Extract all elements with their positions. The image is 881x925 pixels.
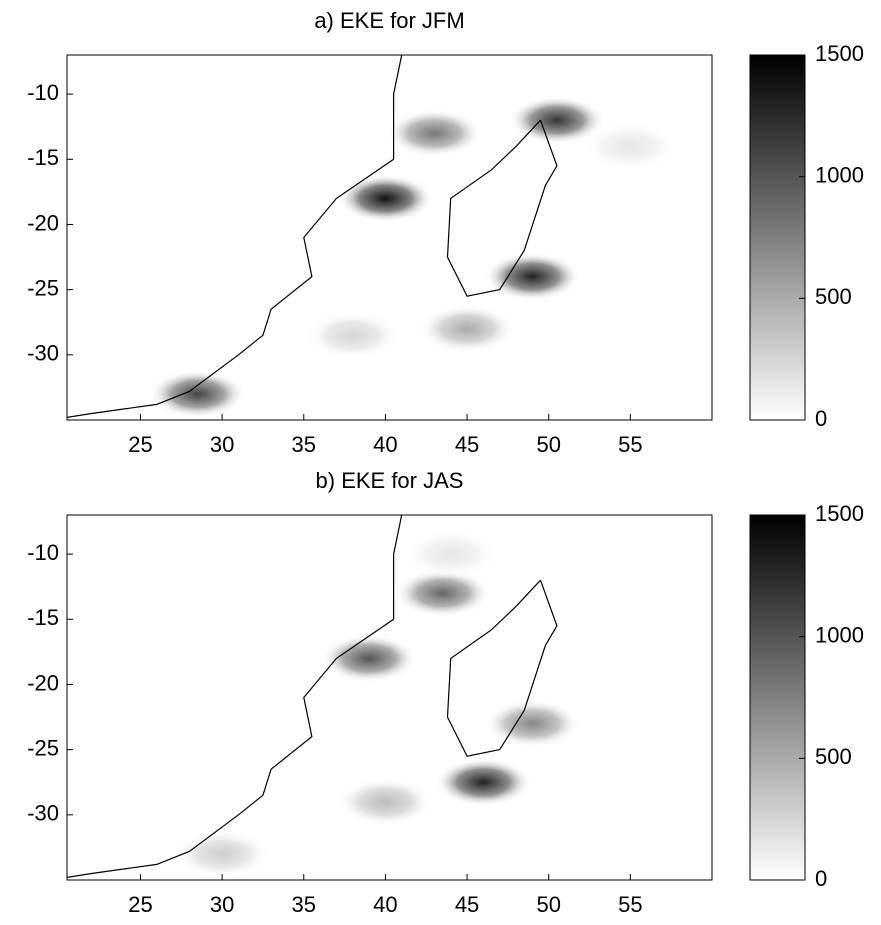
colorbar-tick-label: 1500	[815, 501, 864, 526]
x-tick-label: 55	[618, 432, 642, 457]
x-tick-label: 25	[128, 432, 152, 457]
y-tick-label: -30	[27, 341, 59, 366]
eke-peak	[149, 369, 246, 418]
eke-peak	[402, 530, 499, 579]
colorbar-tick-label: 0	[815, 866, 827, 891]
x-tick-label: 35	[292, 892, 316, 917]
y-tick-label: -30	[27, 801, 59, 826]
colorbar	[749, 514, 806, 881]
eke-peak	[337, 174, 434, 223]
coastline	[446, 579, 558, 757]
eke-peak	[484, 252, 581, 301]
eke-peak	[582, 122, 679, 171]
plot-area	[67, 515, 581, 878]
eke-peak	[435, 758, 532, 807]
eke-peak	[484, 699, 581, 748]
eke-peak	[386, 109, 483, 158]
coastline	[67, 515, 403, 878]
coastline	[67, 55, 403, 418]
eke-peak	[174, 829, 271, 878]
x-tick-label: 45	[455, 432, 479, 457]
axes-frame	[66, 514, 713, 881]
y-tick-label: -20	[27, 670, 59, 695]
x-tick-label: 50	[536, 432, 560, 457]
colorbar-tick-label: 500	[815, 744, 852, 769]
y-tick-label: -20	[27, 210, 59, 235]
plot-area	[67, 55, 679, 418]
colorbar-tick-label: 0	[815, 406, 827, 431]
y-tick-label: -10	[27, 540, 59, 565]
x-tick-label: 25	[128, 892, 152, 917]
colorbar	[749, 54, 806, 421]
colorbar-tick-label: 1500	[815, 41, 864, 66]
eke-peak	[394, 569, 491, 618]
x-tick-label: 50	[536, 892, 560, 917]
eke-peak	[337, 777, 434, 826]
x-tick-label: 30	[210, 432, 234, 457]
colorbar-tick-label: 1000	[815, 162, 864, 187]
y-tick-label: -15	[27, 145, 59, 170]
x-tick-label: 40	[373, 432, 397, 457]
eke-peak	[321, 634, 418, 683]
eke-peak	[508, 96, 605, 145]
axes-frame	[66, 54, 713, 421]
chart-title: a) EKE for JFM	[314, 8, 464, 33]
eke-peak	[304, 311, 401, 360]
x-tick-label: 45	[455, 892, 479, 917]
x-tick-label: 35	[292, 432, 316, 457]
y-tick-label: -25	[27, 275, 59, 300]
eke-peak	[419, 304, 516, 353]
x-tick-label: 40	[373, 892, 397, 917]
x-tick-label: 30	[210, 892, 234, 917]
y-tick-label: -15	[27, 605, 59, 630]
colorbar-tick-label: 1000	[815, 622, 864, 647]
colorbar-tick-label: 500	[815, 284, 852, 309]
chart-title: b) EKE for JAS	[316, 468, 464, 493]
y-tick-label: -25	[27, 735, 59, 760]
coastline	[446, 119, 558, 297]
y-tick-label: -10	[27, 80, 59, 105]
x-tick-label: 55	[618, 892, 642, 917]
